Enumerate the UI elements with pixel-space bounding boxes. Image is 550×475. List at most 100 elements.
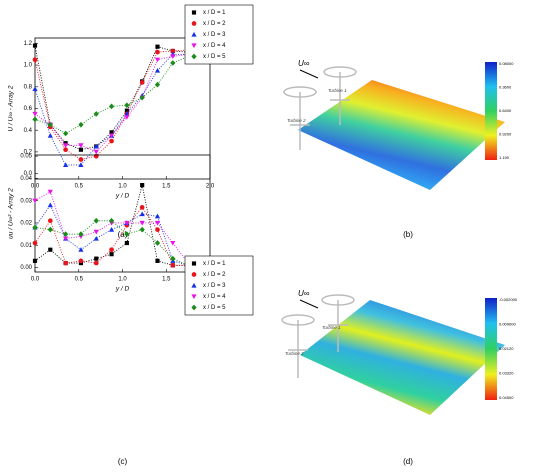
marker [108,103,115,110]
turbine-label: Turbine 2 [285,351,304,356]
colorbar [485,298,497,400]
marker [139,80,145,85]
y-tick-label: 0.00 [20,265,32,271]
legend-label: x / D = 1 [203,261,226,267]
marker [47,121,53,128]
legend-label: x / D = 2 [203,272,226,278]
marker [170,60,176,66]
marker [78,121,84,128]
marker [63,141,68,146]
marker [109,138,114,144]
marker [78,143,84,148]
marker [191,21,197,26]
marker [63,143,69,148]
flow-arrow [299,69,319,79]
contour-panel-b [283,62,505,190]
legend-label: x / D = 2 [203,21,226,27]
plot-frame [34,154,211,273]
marker [191,272,197,277]
panel-label: (a) [118,230,128,239]
colorbar-label: 0.08000 [499,61,514,66]
marker [170,48,176,54]
marker [93,149,99,155]
y-tick-label: 0.0 [24,171,33,177]
marker [154,57,161,63]
marker [124,115,130,120]
legend-label: x / D = 5 [203,54,226,60]
series-line [34,204,189,266]
marker [63,130,69,137]
y-tick-label: 0.01 [20,243,32,249]
marker [32,224,38,231]
marker [32,43,38,48]
marker [63,231,69,237]
y-tick-label: 1.2 [24,41,33,47]
marker [108,227,115,232]
x-tick-label: 0.5 [75,277,84,283]
series-line [34,184,189,266]
legend-box [184,4,254,65]
turbine-label: Turbine 1 [328,88,347,93]
colorbar-label: 1.190 [499,155,510,160]
marker [94,256,99,261]
turbine-sketch [283,66,357,150]
legend-label: x / D = 3 [203,283,226,289]
marker [139,94,145,101]
marker [78,147,84,152]
series-line [34,191,189,264]
marker [139,211,145,217]
marker [154,81,161,88]
colorbar-label: 0.9200 [499,132,512,137]
marker [48,247,53,252]
contour-plate [298,80,505,190]
y-tick-label: 0.8 [24,84,33,90]
colorbar-label: -0.002000 [499,297,518,302]
marker [93,143,99,149]
legend-label: x / D = 1 [203,10,226,16]
marker [139,205,145,210]
marker [191,10,197,15]
turbine-sketch [281,294,355,378]
y-tick-label: 0.04 [20,176,32,182]
colorbar-label: 0.3600 [499,85,512,90]
colorbar-label: 0.009000 [499,322,516,327]
marker [154,213,161,219]
marker [191,31,197,37]
x-tick-label: 0.0 [31,277,40,283]
marker [93,260,99,266]
marker [63,162,69,167]
marker [93,111,99,117]
marker [124,220,130,226]
marker [155,44,160,49]
marker [32,86,38,92]
marker [154,67,161,73]
x-tick-label: 1.0 [118,277,127,283]
x-tick-label: 1.5 [162,184,171,190]
x-tick-label: 0.5 [75,184,84,190]
marker [93,217,99,224]
flow-label: U∞ [298,289,310,298]
marker [154,240,161,246]
colorbar [485,62,497,160]
marker [32,198,38,204]
marker [78,162,84,167]
marker [32,57,38,63]
y-tick-label: 0.05 [20,154,32,160]
marker [191,282,197,288]
marker [32,258,38,263]
flow-label: U∞ [298,59,310,68]
colorbar-label: 0.6400 [499,108,512,113]
colorbar-label: 0.03320 [499,371,514,376]
marker [32,116,38,123]
turbine-label: Turbine 2 [287,118,306,123]
marker [109,252,114,257]
legend-box [184,255,254,316]
contour-plate [300,300,505,415]
y-axis-title: uu / U∞² - Array 2 [8,188,15,239]
marker [170,240,176,246]
legend-label: x / D = 4 [203,43,226,49]
marker [47,189,53,195]
marker [155,258,160,263]
marker [109,247,114,253]
marker [47,226,53,233]
